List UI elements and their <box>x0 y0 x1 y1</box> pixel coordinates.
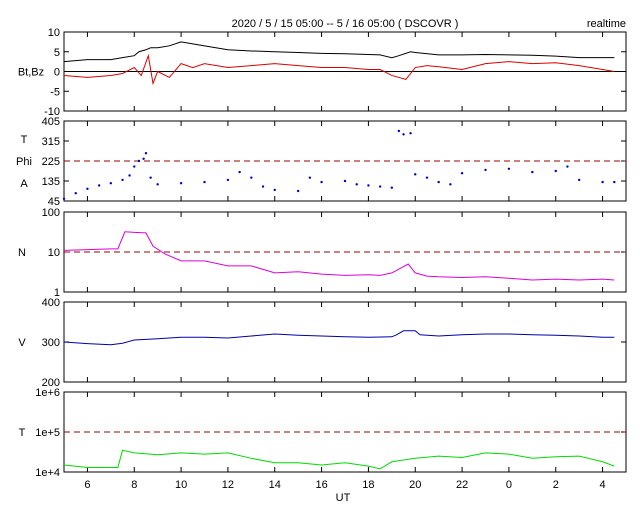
data-point-phi <box>97 184 101 187</box>
x-tick-label: 2 <box>553 479 559 491</box>
data-point-phi <box>531 170 534 174</box>
x-tick-label: 18 <box>362 479 374 491</box>
data-point-phi <box>437 180 440 184</box>
data-point-phi <box>409 132 412 135</box>
y-tick-label: 135 <box>42 176 60 188</box>
chart-title: 2020 / 5 / 15 05:00 -- 5 / 16 05:00 ( DS… <box>232 18 459 30</box>
data-point-phi <box>144 152 148 155</box>
panel-stack: 1050-5-10Bt,Bz40531522513545TPhiA100101N… <box>16 27 627 491</box>
y-tick-label: 100 <box>42 207 60 219</box>
data-point-phi <box>109 182 113 185</box>
y-tick-label: -5 <box>50 86 60 98</box>
x-tick-label: 10 <box>175 479 187 491</box>
data-point-phi <box>137 159 141 163</box>
y-tick-label: 1e+5 <box>35 427 60 439</box>
y-tick-label: 400 <box>42 297 60 309</box>
data-point-phi <box>121 178 124 182</box>
panel-speed: 400 300 200 V <box>18 297 627 389</box>
x-tick-label: 22 <box>456 479 468 491</box>
data-point-phi <box>507 167 511 170</box>
data-point-phi <box>179 182 183 185</box>
x-tick-label: 20 <box>409 479 421 491</box>
data-point-phi <box>238 170 241 174</box>
series-line-t <box>63 449 615 470</box>
series-line-v <box>63 330 615 346</box>
data-point-phi <box>378 185 382 188</box>
x-tick-label: 4 <box>600 479 606 491</box>
y-tick-label: 1 <box>54 287 60 299</box>
data-point-phi <box>308 176 312 179</box>
data-point-phi <box>273 188 276 192</box>
data-point-phi <box>74 192 77 195</box>
y-axis-label: Bt,Bz <box>18 67 44 79</box>
x-axis-label: UT <box>336 492 351 504</box>
panel-temperature: 1e+6 1e+5 1e+4 T <box>19 387 627 479</box>
y-tick-label: 405 <box>42 116 60 128</box>
panel-phi: 405 315 225 135 45 T Phi A <box>16 116 627 208</box>
data-point-phi <box>128 174 131 177</box>
data-point-phi <box>86 187 89 190</box>
y-tick-label: 10 <box>48 27 60 39</box>
y-tick-label: 5 <box>54 47 60 59</box>
y-axis-label: N <box>18 247 26 259</box>
realtime-label: realtime <box>587 18 626 30</box>
x-tick-label: 12 <box>222 479 234 491</box>
y-tick-label: 45 <box>48 196 60 208</box>
data-point-phi <box>320 180 323 184</box>
y-tick-label: 10 <box>48 247 60 259</box>
data-point-phi <box>343 179 347 183</box>
data-point-phi <box>414 173 417 176</box>
x-tick-label: 8 <box>131 479 137 491</box>
panel-magnetic-field: 10 5 0 -5 -10 Bt,Bz <box>18 27 627 118</box>
data-point-phi <box>250 176 253 179</box>
data-point-phi <box>367 184 370 187</box>
data-point-phi <box>601 180 604 184</box>
panel-density: 100 10 1 N <box>18 207 627 299</box>
data-point-phi <box>449 183 452 186</box>
data-point-phi <box>156 183 159 186</box>
panel-frame <box>63 301 627 383</box>
data-point-phi <box>397 129 401 133</box>
series-line-bt <box>63 41 615 63</box>
data-point-phi <box>149 176 152 179</box>
series-line-bz <box>63 53 615 86</box>
data-point-phi <box>577 178 581 182</box>
data-point-phi <box>484 168 487 172</box>
data-point-phi <box>296 189 300 193</box>
y-tick-label: -10 <box>44 106 60 118</box>
y-tick-label: 300 <box>42 337 60 349</box>
y-axis-label: Phi <box>16 156 32 168</box>
y-tick-label: 1e+4 <box>35 467 60 479</box>
y-tick-label: 1e+6 <box>35 387 60 399</box>
data-point-phi <box>425 176 429 179</box>
x-tick-label: 14 <box>269 479 281 491</box>
x-tick-label: 16 <box>315 479 327 491</box>
data-point-phi <box>226 178 230 182</box>
series-line-n <box>63 231 615 281</box>
y-axis-label: A <box>20 178 28 190</box>
data-point-phi <box>613 180 616 184</box>
x-tick-label: 0 <box>506 479 512 491</box>
x-tick-label: 6 <box>84 479 90 491</box>
data-point-phi <box>62 197 66 200</box>
y-axis-label: T <box>21 134 28 146</box>
y-axis-label: V <box>18 337 26 349</box>
data-point-phi <box>203 180 206 184</box>
data-point-phi <box>133 165 136 168</box>
y-tick-label: 225 <box>42 156 60 168</box>
data-point-phi <box>566 165 569 168</box>
data-point-phi <box>402 133 405 136</box>
data-point-phi <box>554 169 557 173</box>
y-tick-label: 0 <box>54 67 60 79</box>
data-point-phi <box>261 185 265 188</box>
data-point-phi <box>142 157 145 160</box>
y-tick-label: 200 <box>42 377 60 389</box>
y-axis-label: T <box>19 427 26 439</box>
data-point-phi <box>390 186 394 189</box>
data-point-phi <box>355 183 358 186</box>
y-tick-label: 315 <box>42 136 60 148</box>
data-point-phi <box>460 172 464 175</box>
